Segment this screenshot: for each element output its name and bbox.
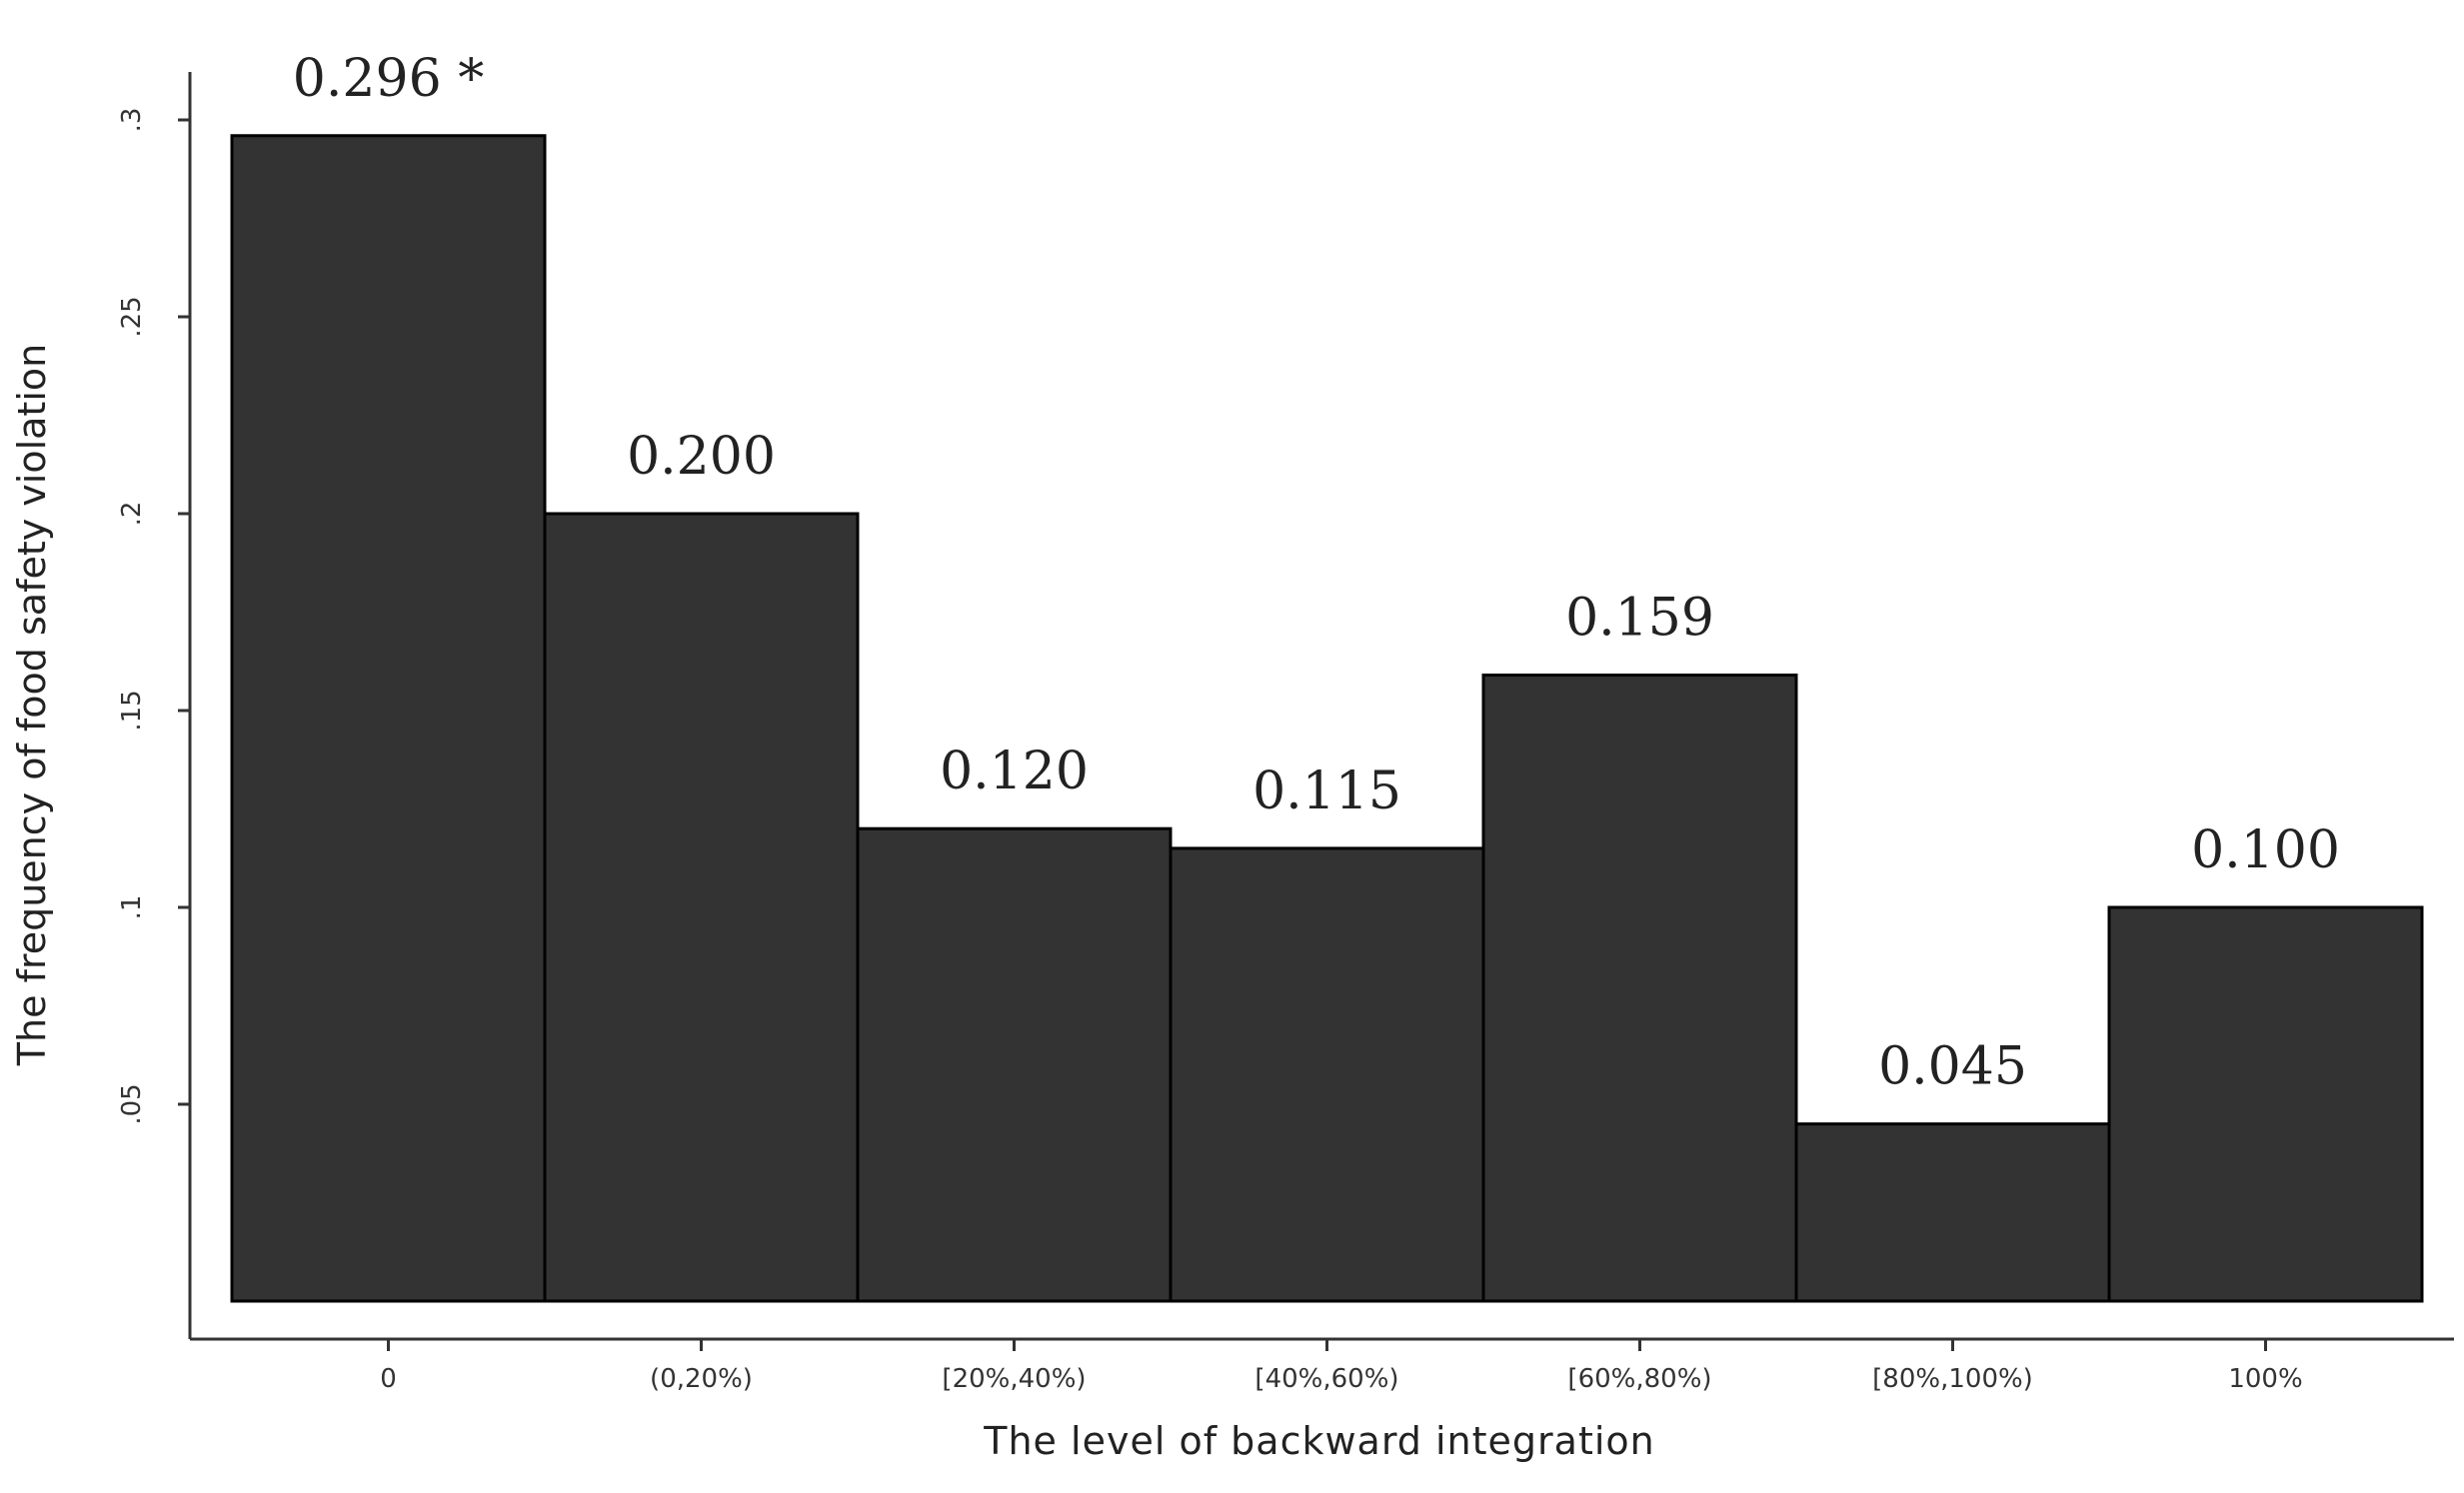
x-ticks: 0 (0,20%) [20%,40%) [40%,60%) [60%,80%) [80%,… xyxy=(380,1339,2303,1394)
y-tick-label: .2 xyxy=(117,502,147,527)
x-tick-label: (0,20%) xyxy=(650,1364,753,1394)
x-tick-label: [20%,40%) xyxy=(942,1364,1086,1394)
bar-value-label: 0.045 xyxy=(1878,1037,2027,1097)
bar xyxy=(1169,846,1485,1303)
bar xyxy=(230,134,547,1303)
x-tick-label: [40%,60%) xyxy=(1254,1364,1398,1394)
x-axis-title: The level of backward integration xyxy=(983,1419,1654,1463)
bar-value-label: 0.296 * xyxy=(293,49,484,109)
bar xyxy=(2107,905,2424,1303)
bar-value-label: 0.120 xyxy=(940,742,1089,801)
bar xyxy=(543,512,860,1303)
x-tick-label: [60%,80%) xyxy=(1567,1364,1711,1394)
axes xyxy=(188,72,2454,1341)
bar xyxy=(856,826,1173,1303)
bar-value-label: 0.159 xyxy=(1565,589,1714,649)
bar-value-label: 0.100 xyxy=(2191,820,2340,880)
value-labels: 0.296 * 0.200 0.120 0.115 0.159 0.045 0.100 xyxy=(293,49,2340,1097)
x-tick-label: 0 xyxy=(380,1364,397,1394)
bar-value-label: 0.200 xyxy=(627,427,776,487)
bar xyxy=(1481,674,1798,1303)
y-axis-title: The frequency of food safety violation xyxy=(10,344,54,1066)
bars xyxy=(230,134,2424,1303)
y-tick-label: .15 xyxy=(117,690,147,731)
bar xyxy=(1794,1122,2111,1303)
y-tick-label: .3 xyxy=(117,108,147,133)
y-tick-label: .1 xyxy=(117,895,147,920)
y-tick-label: .25 xyxy=(117,296,147,337)
y-tick-label: .05 xyxy=(117,1083,147,1124)
bar-value-label: 0.115 xyxy=(1252,761,1401,821)
x-tick-label: [80%,100%) xyxy=(1872,1364,2033,1394)
y-ticks: .05 .1 .15 .2 .25 .3 xyxy=(117,108,190,1125)
x-tick-label: 100% xyxy=(2228,1364,2302,1394)
